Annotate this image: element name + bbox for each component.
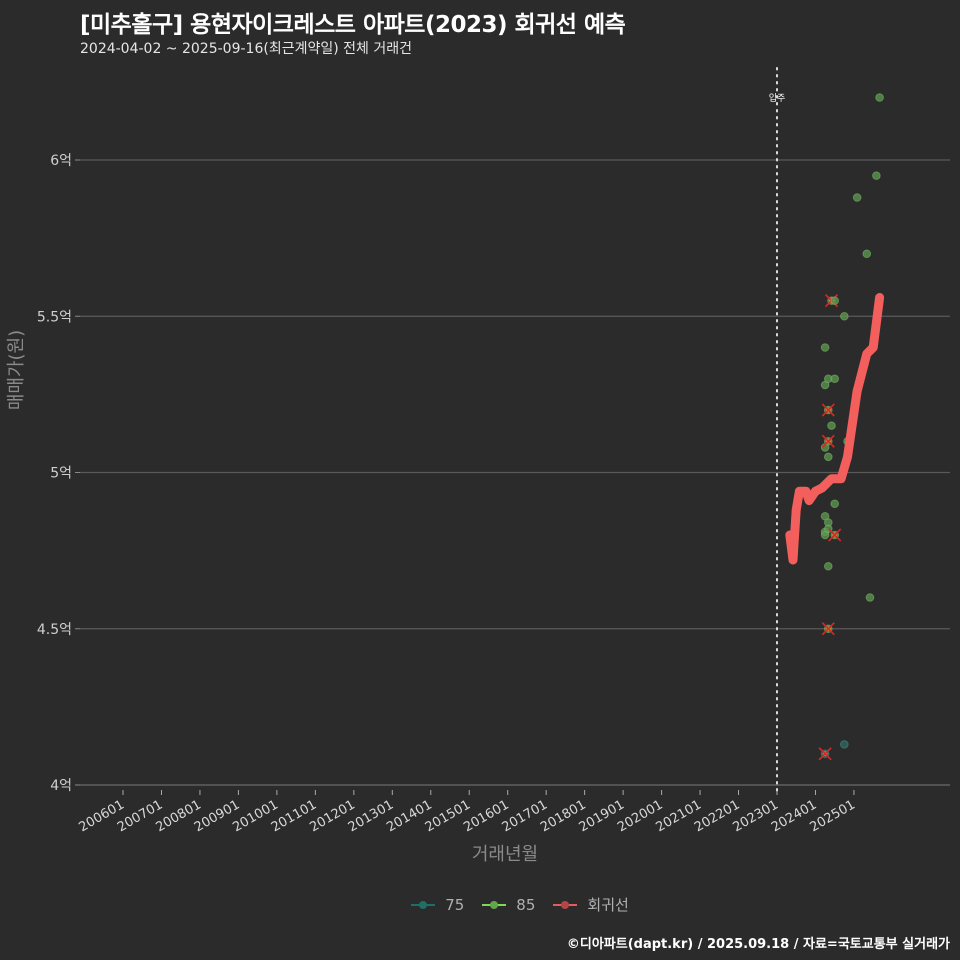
data-point: [827, 421, 836, 430]
chart-title: [미추홀구] 용현자이크레스트 아파트(2023) 회귀선 예측: [80, 12, 626, 38]
legend-label-85: 85: [516, 895, 536, 914]
data-point: [823, 561, 833, 571]
data-point: [875, 93, 884, 102]
outlier-x-icon: [821, 622, 835, 636]
legend-item-75: 75: [411, 894, 464, 915]
data-point: [820, 343, 830, 352]
legend-key-regression-icon: [553, 898, 578, 912]
x-axis-label: 거래년월: [471, 844, 539, 865]
data-point: [840, 740, 849, 749]
outlier-x-icon: [828, 528, 842, 542]
y-tick-label: 4.5억: [37, 622, 72, 638]
legend-key-85-icon: [482, 898, 507, 912]
footer-credit: ©디아파트(dapt.kr) / 2025.09.18 / 자료=국토교통부 실…: [566, 937, 950, 952]
data-point: [830, 499, 840, 509]
y-tick-label: 5.5억: [37, 309, 72, 325]
data-point: [862, 249, 872, 259]
move-in-label: 입주: [769, 92, 786, 104]
regression-line: [785, 293, 885, 565]
legend-key-75-icon: [411, 898, 436, 912]
data-point: [872, 171, 881, 180]
outlier-x-icon: [821, 403, 835, 417]
data-point: [830, 296, 840, 305]
y-tick-label: 5억: [50, 466, 72, 482]
legend-item-regression: 회귀선: [553, 894, 629, 915]
y-axis-label: 매매가(원): [6, 329, 27, 411]
chart-subtitle: 2024-04-02 ~ 2025-09-16(최근계약일) 전체 거래건: [80, 41, 412, 57]
data-point: [865, 593, 875, 602]
data-point: [823, 452, 833, 462]
outlier-x-icon: [818, 747, 832, 761]
legend-label-regression: 회귀선: [587, 896, 629, 914]
legend: 75 85 회귀선: [0, 894, 960, 915]
y-tick-label: 4억: [50, 778, 72, 794]
legend-item-85: 85: [482, 894, 535, 915]
outlier-x-icon: [821, 434, 835, 448]
data-point: [830, 374, 840, 384]
data-point: [852, 193, 862, 202]
y-tick-label: 6억: [50, 153, 72, 169]
legend-label-75: 75: [445, 895, 465, 914]
data-point: [840, 311, 849, 321]
